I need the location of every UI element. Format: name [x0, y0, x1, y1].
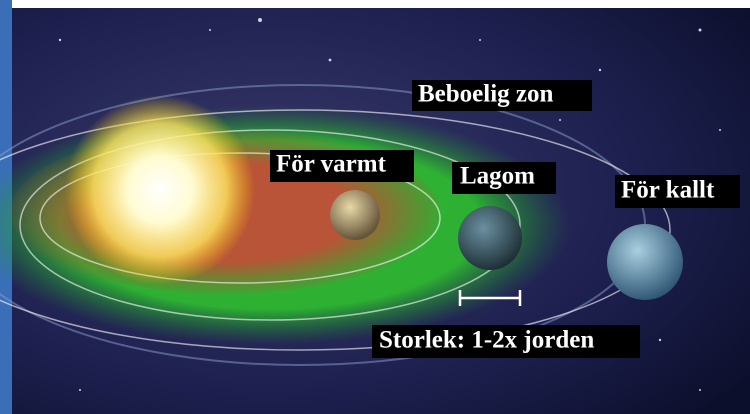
too-hot-label: För varmt: [276, 151, 387, 178]
too-cold-label: För kallt: [621, 177, 715, 204]
cold-planet: [607, 224, 683, 300]
hot-planet: [330, 190, 380, 240]
illustration: Beboelig zon För varmt Lagom För kallt S…: [0, 0, 750, 414]
just-right-label: Lagom: [460, 163, 535, 190]
size-label: Storlek: 1-2x jorden: [379, 327, 594, 354]
sun: [65, 95, 255, 285]
page: Beboelig zon För varmt Lagom För kallt S…: [0, 0, 750, 414]
zone-label: Beboelig zon: [418, 81, 554, 108]
earth-like-planet: [458, 206, 522, 270]
